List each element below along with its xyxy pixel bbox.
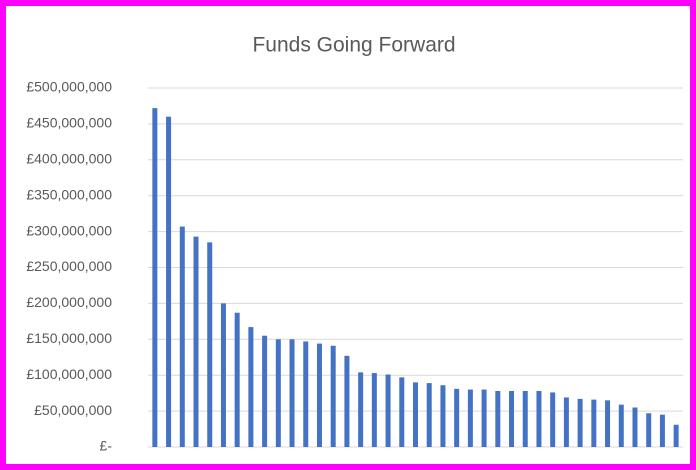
y-tick-label: £500,000,000 (26, 79, 112, 95)
bar (193, 236, 199, 447)
y-tick-label: £450,000,000 (26, 115, 112, 131)
bar (536, 390, 542, 447)
bar (179, 226, 185, 447)
bar (646, 413, 652, 447)
bar (358, 372, 364, 447)
y-tick-label: £250,000,000 (26, 258, 112, 274)
bar (316, 343, 322, 447)
bar (440, 385, 446, 447)
bar (166, 116, 172, 447)
y-tick-label: £200,000,000 (26, 294, 112, 310)
bar (413, 382, 418, 447)
bar (275, 339, 281, 447)
y-tick-label: £300,000,000 (26, 222, 112, 238)
bar (591, 399, 597, 447)
bar (632, 407, 638, 447)
bar (467, 389, 473, 447)
bar (563, 397, 569, 447)
bar (618, 404, 624, 447)
bar (385, 374, 391, 447)
y-tick-label: £400,000,000 (26, 151, 112, 167)
bar (152, 108, 158, 447)
bar (659, 414, 665, 447)
bar (399, 377, 405, 447)
bar (303, 341, 309, 447)
bar (262, 335, 268, 447)
bar (550, 392, 556, 447)
bar (605, 400, 611, 447)
bar (220, 303, 226, 447)
bar (207, 242, 213, 447)
bar (344, 355, 350, 447)
bar (509, 390, 515, 447)
y-tick-label: £- (100, 438, 113, 454)
bar (481, 389, 487, 447)
bar (577, 398, 583, 447)
bar (248, 327, 254, 447)
chart-title: Funds Going Forward (252, 34, 455, 57)
bar (426, 383, 432, 447)
y-tick-label: £150,000,000 (26, 330, 112, 346)
bar (522, 390, 528, 447)
bar (673, 424, 679, 447)
y-tick-label: £50,000,000 (34, 402, 112, 418)
bar (454, 388, 460, 447)
bar (234, 312, 240, 447)
y-tick-label: £350,000,000 (26, 186, 112, 202)
bar (330, 345, 336, 447)
bar (289, 339, 295, 447)
bar (371, 373, 377, 447)
y-tick-label: £100,000,000 (26, 366, 112, 382)
bar (495, 390, 501, 447)
